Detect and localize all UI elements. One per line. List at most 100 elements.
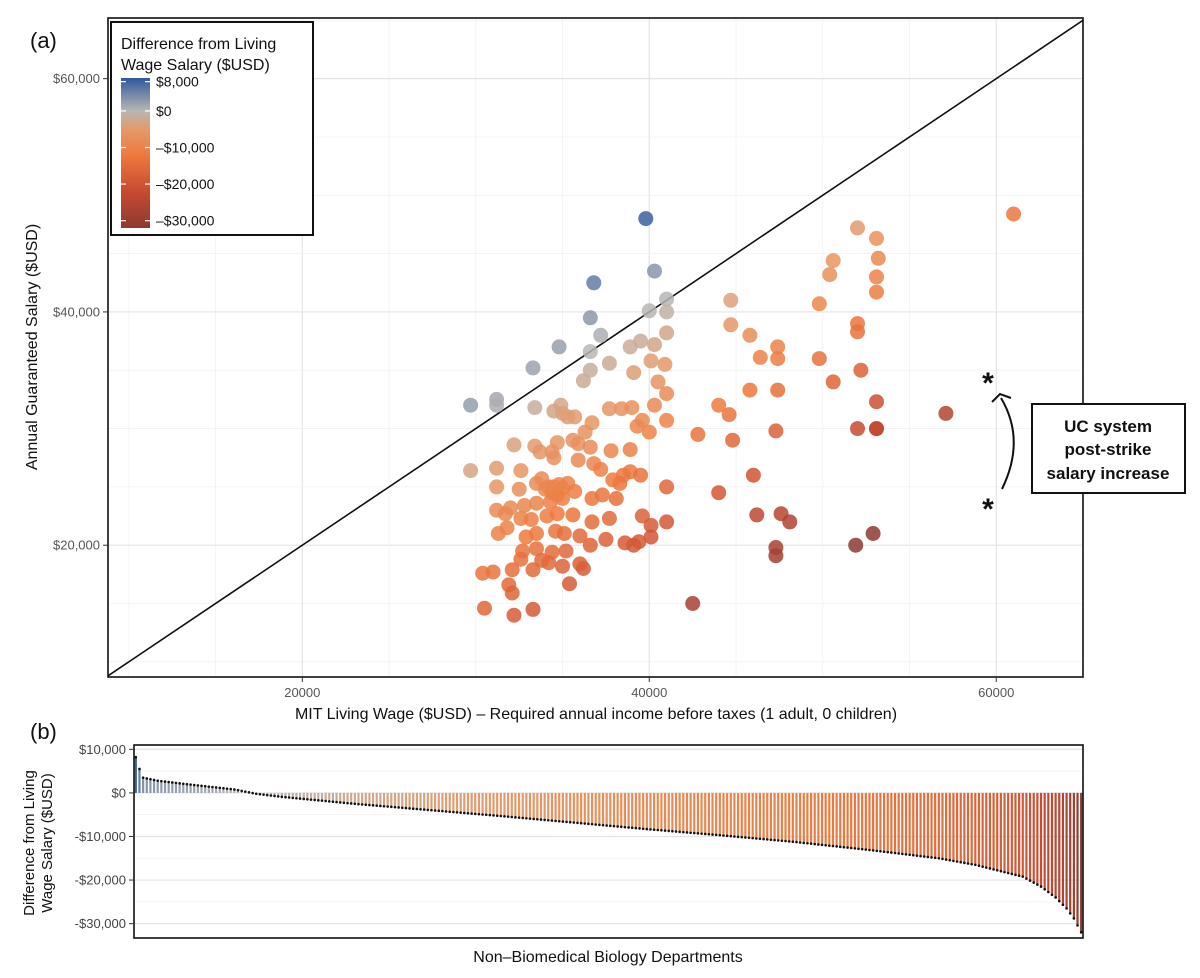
- bar-endpoint: [974, 863, 977, 867]
- scatter-point: [511, 481, 527, 497]
- scatter-point: [711, 397, 727, 413]
- bar-endpoint: [546, 818, 550, 822]
- bar-endpoint: [327, 800, 331, 803]
- bar-endpoint: [1068, 912, 1072, 915]
- bar-endpoint: [244, 790, 247, 793]
- scatter-point: [562, 576, 577, 592]
- scatter-point: [659, 304, 675, 320]
- scatter-point: [556, 526, 572, 541]
- bar-endpoint: [594, 823, 598, 826]
- scatter-point: [870, 250, 886, 266]
- scatter-point: [850, 220, 865, 236]
- bar-endpoint: [408, 807, 411, 810]
- scatter-point: [848, 537, 864, 553]
- bar-y-tick-label: $10,000: [79, 742, 126, 757]
- scatter-point: [570, 452, 586, 468]
- scatter-point: [850, 324, 865, 340]
- scatter-point: [752, 349, 768, 365]
- bar-endpoint: [674, 830, 678, 833]
- scatter-point: [525, 601, 541, 617]
- annotation-line-2: post-strike: [1065, 440, 1152, 459]
- bar-endpoint: [700, 832, 703, 835]
- bar-endpoint: [233, 788, 236, 791]
- bar-endpoint: [649, 828, 652, 831]
- bar-y-tick-label: -$30,000: [75, 916, 126, 931]
- bar-endpoint: [528, 817, 532, 820]
- scatter-panel: 20000 40000 60000 $20,000 $40,000 $60,000 (a…: [24, 17, 1186, 723]
- scatter-point: [549, 506, 565, 522]
- bar-endpoint: [601, 823, 605, 827]
- scatter-point: [516, 498, 532, 513]
- scatter-point: [605, 472, 621, 488]
- bar-endpoint: [893, 851, 897, 855]
- scatter-point: [869, 230, 884, 246]
- scatter-point: [608, 491, 624, 506]
- scatter-point: [634, 508, 650, 524]
- bar-endpoint: [211, 785, 214, 789]
- bar-endpoint: [357, 802, 360, 806]
- scatter-point: [567, 484, 583, 499]
- bar-endpoint: [203, 784, 207, 788]
- scatter-point: [825, 253, 841, 269]
- bar-endpoint: [1057, 899, 1061, 903]
- scatter-point: [825, 374, 841, 390]
- bar-endpoint: [565, 820, 568, 824]
- scatter-point: [475, 565, 491, 581]
- x-tick-label: 20000: [284, 685, 320, 700]
- bar-endpoint: [678, 830, 681, 834]
- bar-endpoint: [346, 801, 349, 805]
- bar-endpoint: [492, 814, 495, 817]
- bar-endpoint: [287, 796, 291, 799]
- bar-endpoint: [890, 851, 893, 854]
- legend-tick-label: –$20,000: [156, 176, 215, 192]
- bar-endpoint: [901, 852, 904, 856]
- bar-endpoint: [495, 814, 499, 818]
- bar-endpoint: [291, 796, 295, 800]
- bar-endpoint: [1032, 881, 1036, 884]
- bar-endpoint: [959, 860, 963, 864]
- bar-endpoint: [247, 791, 251, 794]
- scatter-point: [529, 541, 544, 557]
- bar-endpoint: [853, 847, 857, 850]
- scatter-point: [749, 507, 765, 523]
- scatter-point: [489, 479, 505, 495]
- bar-endpoint: [656, 828, 660, 832]
- bar-endpoint: [762, 837, 765, 841]
- bar-endpoint: [554, 819, 557, 823]
- bar-endpoint: [390, 805, 393, 809]
- bar-endpoint: [765, 838, 769, 841]
- bar-endpoint: [280, 795, 284, 799]
- scatter-point: [582, 439, 598, 455]
- scatter-point: [742, 382, 758, 398]
- bar-endpoint: [134, 755, 138, 759]
- bar-endpoint: [992, 868, 995, 871]
- scatter-point: [541, 555, 557, 571]
- bar-endpoint: [463, 811, 466, 815]
- bar-endpoint: [298, 797, 302, 800]
- bar-endpoint: [846, 846, 849, 849]
- scatter-point: [506, 437, 522, 453]
- scatter-point: [463, 463, 479, 479]
- scatter-point: [782, 514, 798, 530]
- bar-endpoints: [134, 755, 1083, 934]
- bar-endpoint: [970, 862, 973, 866]
- bar-endpoint: [149, 777, 152, 781]
- scatter-point: [770, 339, 786, 355]
- scatter-point: [489, 397, 505, 413]
- bar-endpoint: [714, 833, 718, 837]
- bar-endpoint: [977, 864, 981, 868]
- legend-tick-label: –$10,000: [156, 140, 215, 156]
- bar-endpoint: [1028, 879, 1032, 882]
- bar-endpoint: [904, 853, 908, 856]
- bar-endpoint: [864, 848, 868, 851]
- bar-endpoint: [506, 815, 510, 818]
- bar-endpoint: [189, 783, 192, 786]
- bar-endpoint: [911, 853, 915, 857]
- scatter-point: [477, 600, 492, 616]
- bar-endpoint: [652, 828, 656, 831]
- bar-endpoint: [711, 833, 714, 836]
- bar-endpoint: [879, 850, 882, 853]
- bar-endpoint: [612, 824, 616, 828]
- bar-endpoint: [371, 804, 375, 807]
- bar-endpoint: [1047, 890, 1050, 894]
